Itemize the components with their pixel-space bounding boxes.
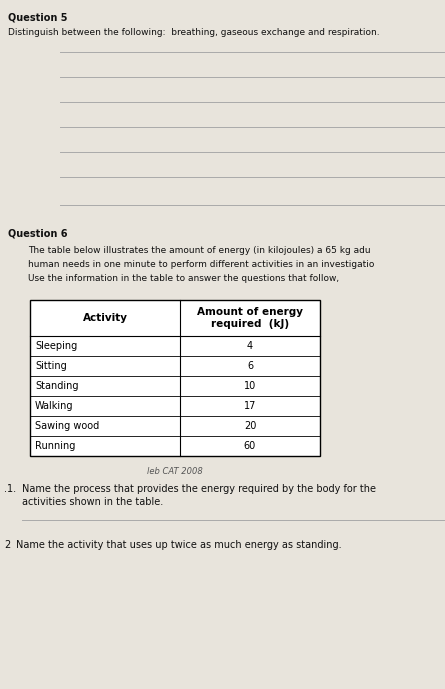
Text: 10: 10 [244, 381, 256, 391]
Text: Sawing wood: Sawing wood [35, 421, 99, 431]
Text: leb CAT 2008: leb CAT 2008 [147, 467, 203, 476]
Text: Activity: Activity [82, 313, 128, 323]
Text: Amount of energy
required  (kJ): Amount of energy required (kJ) [197, 307, 303, 329]
Text: Distinguish between the following:  breathing, gaseous exchange and respiration.: Distinguish between the following: breat… [8, 28, 380, 37]
Text: Name the activity that uses up twice as much energy as standing.: Name the activity that uses up twice as … [16, 540, 342, 550]
Text: 17: 17 [244, 401, 256, 411]
Text: 4: 4 [247, 341, 253, 351]
Text: 60: 60 [244, 441, 256, 451]
Text: 20: 20 [244, 421, 256, 431]
Text: Name the process that provides the energy required by the body for the: Name the process that provides the energ… [22, 484, 376, 494]
Text: Walking: Walking [35, 401, 73, 411]
Text: .1.: .1. [4, 484, 16, 494]
Text: Use the information in the table to answer the questions that follow,: Use the information in the table to answ… [28, 274, 339, 283]
Text: 2: 2 [4, 540, 10, 550]
Text: activities shown in the table.: activities shown in the table. [22, 497, 163, 507]
Text: Standing: Standing [35, 381, 78, 391]
Text: Question 6: Question 6 [8, 228, 68, 238]
Text: Sleeping: Sleeping [35, 341, 77, 351]
Text: Sitting: Sitting [35, 361, 67, 371]
Text: 6: 6 [247, 361, 253, 371]
Text: Running: Running [35, 441, 75, 451]
Text: human needs in one minute to perform different activities in an investigatio: human needs in one minute to perform dif… [28, 260, 374, 269]
Text: The table below illustrates the amount of energy (in kilojoules) a 65 kg adu: The table below illustrates the amount o… [28, 246, 371, 255]
Text: Question 5: Question 5 [8, 12, 68, 22]
Bar [30, 300, 320, 456]
